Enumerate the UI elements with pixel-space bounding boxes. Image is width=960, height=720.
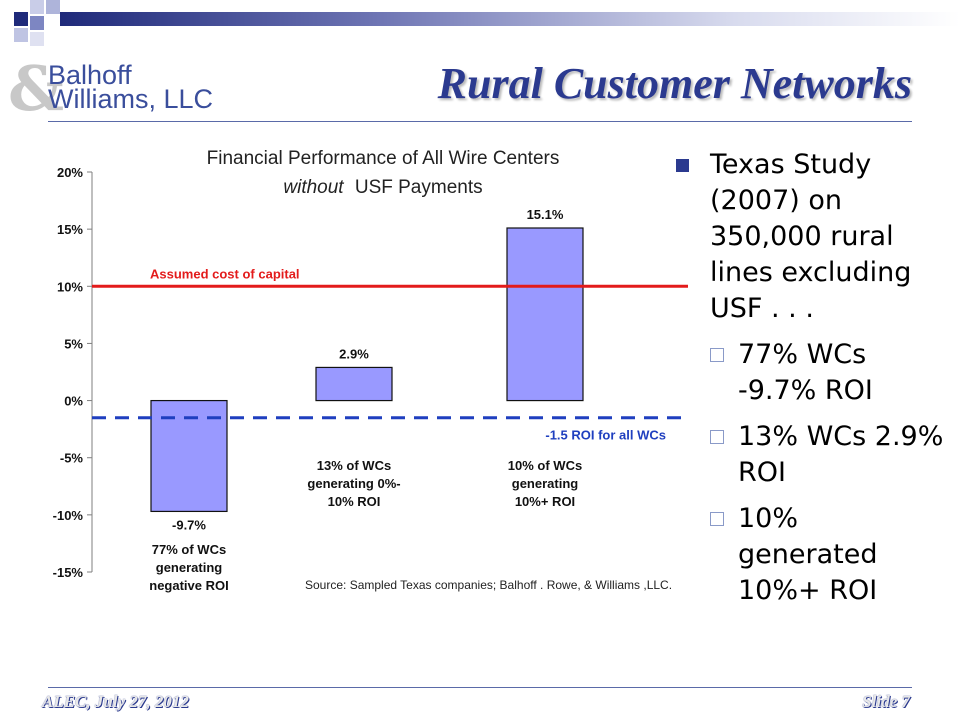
logo-line-2: Williams, LLC [48, 84, 214, 114]
chart-title-italic: without [283, 177, 344, 198]
chart-title-rest: USF Payments [355, 177, 483, 198]
category-label: negative ROI [149, 578, 228, 593]
bar [315, 366, 393, 402]
category-label: generating [156, 560, 223, 575]
footer-event: ALEC, July 27, 2012 [42, 692, 189, 711]
logo-line-1: Balhoff [48, 60, 132, 90]
y-tick-label: -15% [53, 565, 84, 580]
bar [506, 227, 584, 402]
bullet-sub-text-3: 10% generated 10%+ ROI [738, 503, 878, 606]
category-label: 13% of WCs [317, 458, 391, 473]
bullet-main: Texas Study (2007) on 350,000 rural line… [676, 147, 946, 327]
bar-value-label: 2.9% [339, 346, 369, 361]
category-label: generating 0%- [307, 476, 400, 491]
y-tick-label: 10% [57, 279, 83, 294]
chart-title-line-1: Financial Performance of All Wire Center… [207, 148, 560, 169]
slide-title: Rural Customer Networks [437, 59, 912, 108]
sub-bullet-square-icon [710, 512, 724, 526]
category-label: 77% of WCs [152, 542, 226, 557]
footer-slide-number: Slide 7 [862, 692, 910, 711]
bullet-list: Texas Study (2007) on 350,000 rural line… [676, 147, 946, 609]
title-divider [48, 121, 912, 122]
bullet-sub-1: 77% WCs -9.7% ROI [676, 337, 946, 409]
bar-value-label: 15.1% [527, 207, 564, 222]
company-logo: & Balhoff Williams, LLC [8, 52, 218, 125]
corner-decoration [0, 0, 80, 60]
cost-of-capital-label: Assumed cost of capital [150, 266, 300, 281]
roi-bar-chart: Financial Performance of All Wire Center… [53, 148, 688, 593]
header-gradient-bar [60, 12, 960, 26]
logo-ampersand: & [8, 52, 64, 125]
y-tick-label: 5% [64, 336, 83, 351]
y-tick-label: -10% [53, 508, 84, 523]
y-tick-label: 20% [57, 165, 83, 180]
bar-value-label: -9.7% [172, 517, 206, 532]
chart-source-note: Source: Sampled Texas companies; Balhoff… [305, 578, 672, 592]
bullet-sub-2: 13% WCs 2.9% ROI [676, 419, 946, 491]
bullet-sub-text-1: 77% WCs -9.7% ROI [738, 339, 873, 406]
y-tick-label: 15% [57, 222, 83, 237]
category-label: 10% ROI [328, 494, 381, 509]
bullet-square-icon [676, 159, 689, 172]
bullet-sub-3: 10% generated 10%+ ROI [676, 501, 946, 609]
category-label: 10% of WCs [508, 458, 582, 473]
chart-title-line-2: without USF Payments [283, 177, 482, 198]
overall-roi-label: -1.5 ROI for all WCs [545, 428, 666, 443]
category-label: generating [512, 476, 579, 491]
category-label: 10%+ ROI [515, 494, 575, 509]
y-tick-label: 0% [64, 394, 83, 409]
y-tick-label: -5% [60, 451, 84, 466]
sub-bullet-square-icon [710, 430, 724, 444]
bullet-sub-text-2: 13% WCs 2.9% ROI [738, 421, 944, 488]
sub-bullet-square-icon [710, 348, 724, 362]
footer-divider [48, 687, 912, 688]
bullet-main-text: Texas Study (2007) on 350,000 rural line… [710, 149, 912, 324]
